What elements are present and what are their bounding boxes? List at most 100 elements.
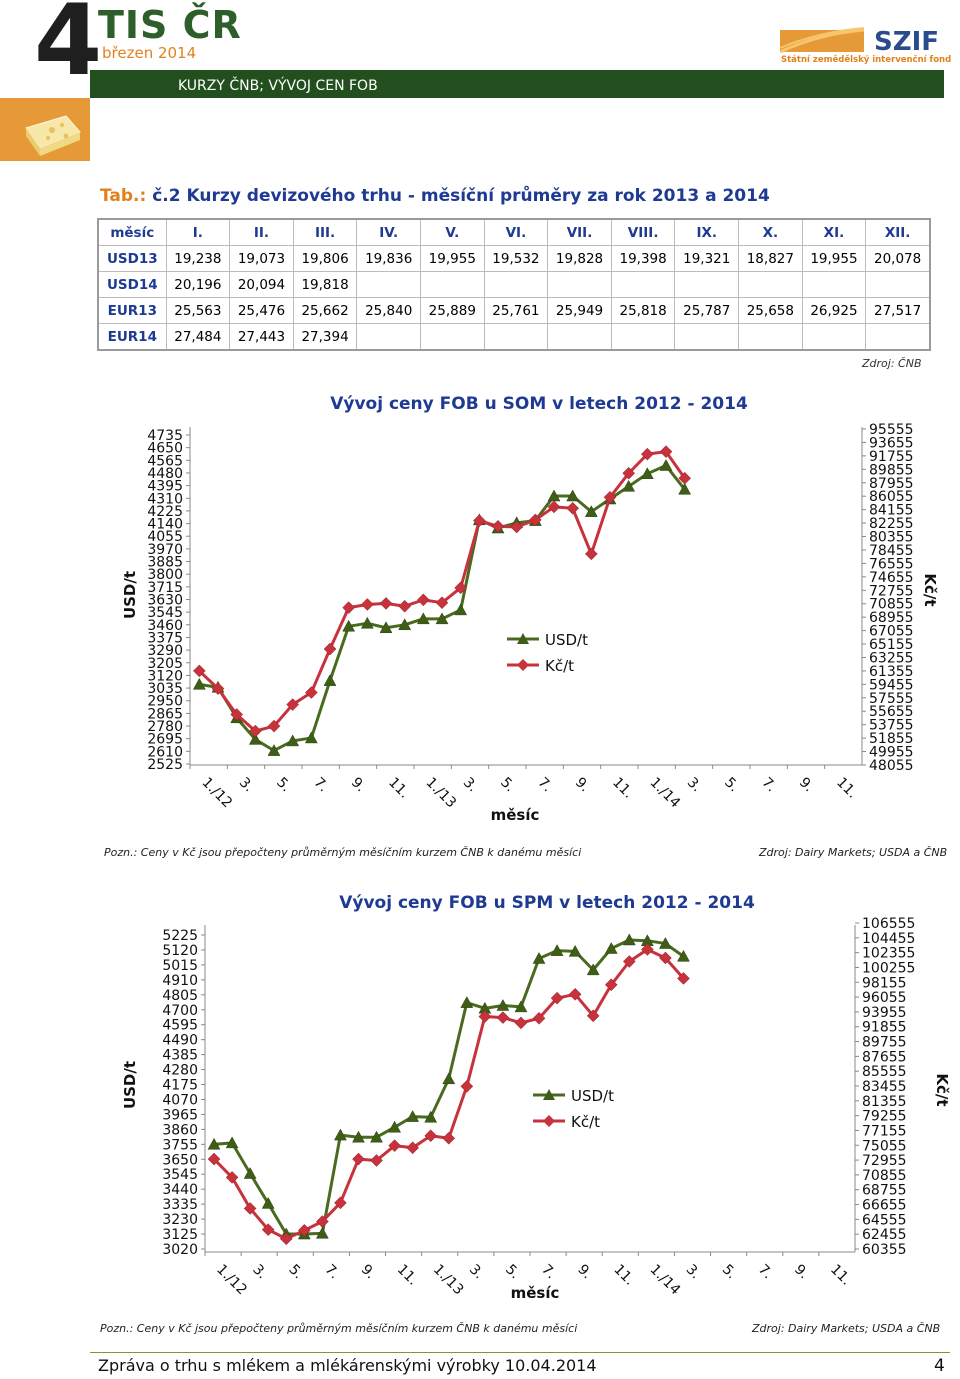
y2-axis-label: Kč/t [933, 1073, 951, 1106]
data-point [416, 612, 430, 625]
data-point [566, 489, 580, 502]
table-cell [738, 271, 803, 298]
table-cell: 20,094 [229, 271, 294, 298]
y2-tick-label: 89855 [869, 462, 914, 478]
y-tick-label: 3970 [147, 542, 183, 558]
x-tick-label: 9. [574, 1262, 595, 1283]
data-point [677, 949, 690, 962]
table-row: USD13 19,238 19,073 19,806 19,836 19,955 19,53… [97, 245, 931, 272]
y2-tick-label: 57555 [869, 691, 914, 707]
logo-title: TIS ČR [98, 3, 242, 47]
szif-text: SZIF [874, 27, 939, 57]
data-point [316, 1215, 329, 1228]
y2-tick-label: 85555 [862, 1064, 907, 1080]
y2-tick-label: 91855 [862, 1020, 907, 1036]
data-point [496, 998, 510, 1011]
y2-tick-label: 78455 [869, 543, 914, 559]
data-point [267, 744, 281, 756]
data-point [211, 682, 225, 695]
x-tick-label: 7. [311, 775, 332, 796]
y-tick-label: 4565 [147, 453, 183, 469]
data-point [586, 1009, 600, 1023]
table-header-row: měsíc I. II. III. IV. V. VI. VII. VIII. IX. X. XI. X… [97, 218, 931, 246]
chart-fob-spm: Vývoj ceny FOB u SPM v letech 2012 - 201… [121, 893, 951, 1302]
y2-tick-label: 84155 [869, 503, 914, 519]
table-cell [547, 271, 612, 298]
x-tick-label: 5. [273, 775, 294, 796]
y2-tick-label: 72755 [869, 583, 914, 599]
y2-tick-label: 62455 [862, 1227, 907, 1243]
legend-marker [517, 633, 529, 644]
data-point [568, 944, 582, 957]
y-tick-label: 3125 [162, 1227, 198, 1243]
y-tick-label: 2950 [147, 694, 183, 710]
y2-tick-label: 80355 [869, 530, 914, 546]
row-label: EUR14 [97, 323, 167, 351]
data-point [658, 937, 672, 949]
table-cell [483, 323, 549, 351]
x-tick-label: 5. [285, 1262, 306, 1283]
table-cell: 19,836 [356, 245, 421, 272]
cheese-image [0, 98, 90, 161]
table-cell: 25,787 [674, 297, 740, 324]
data-point [659, 951, 672, 965]
data-point [379, 597, 393, 610]
x-tick-label: 5. [719, 1262, 740, 1283]
y2-tick-label: 96055 [862, 990, 907, 1006]
y-tick-label: 4055 [147, 529, 183, 545]
table-row: EUR14 27,484 27,443 27,394 [97, 323, 931, 351]
col-header: X. [738, 218, 803, 246]
y-tick-label: 2695 [147, 732, 183, 748]
data-point [192, 664, 206, 678]
y-tick-label: 3715 [147, 580, 183, 596]
y2-tick-label: 75055 [862, 1138, 907, 1154]
section-title: KURZY ČNB; VÝVOJ CEN FOB [178, 78, 378, 94]
legend-label: Kč/t [545, 657, 574, 675]
data-point [207, 1137, 221, 1150]
table-cell [865, 323, 931, 351]
footer-divider [90, 1352, 950, 1353]
y-tick-label: 3860 [162, 1122, 198, 1138]
table-cell [547, 323, 612, 351]
chart-fob-som: Vývoj ceny FOB u SOM v letech 2012 - 201… [121, 394, 939, 824]
chart-title: Vývoj ceny FOB u SOM v letech 2012 - 201… [330, 394, 748, 414]
table-cell: 27,443 [229, 323, 294, 351]
data-point [379, 621, 393, 634]
legend-marker [543, 1115, 555, 1127]
table-cell [674, 271, 740, 298]
data-point [532, 951, 546, 964]
table-cell [801, 271, 867, 298]
col-header: II. [229, 218, 294, 246]
y2-tick-label: 89755 [862, 1035, 907, 1051]
footer-text: Zpráva o trhu s mlékem a mlékárenskými v… [98, 1356, 597, 1375]
col-header: III. [292, 218, 358, 246]
y-tick-label: 3965 [162, 1107, 198, 1123]
y2-tick-label: 102355 [862, 946, 915, 962]
table-cell: 25,476 [229, 297, 294, 324]
y-tick-label: 4070 [162, 1092, 198, 1108]
data-point [398, 618, 412, 631]
data-point [678, 482, 692, 495]
y2-tick-label: 55655 [869, 704, 914, 720]
data-point [454, 581, 468, 595]
data-point [435, 596, 449, 610]
table-cell: 20,196 [165, 271, 231, 298]
data-point [604, 978, 618, 992]
y-tick-label: 2610 [147, 744, 183, 760]
y2-tick-label: 70855 [869, 597, 914, 613]
table-cell [610, 323, 676, 351]
col-header: VII. [547, 218, 612, 246]
table-title: Tab.: č.2 Kurzy devizového trhu - měsíčn… [100, 188, 770, 205]
data-point [659, 458, 673, 471]
y2-tick-label: 72955 [862, 1153, 907, 1169]
col-header-month: měsíc [97, 218, 167, 246]
table-cell [356, 323, 421, 351]
table-cell: 18,827 [738, 245, 803, 272]
data-point [622, 479, 636, 492]
data-point [460, 1080, 474, 1093]
data-point [342, 619, 356, 632]
y2-tick-label: 70855 [862, 1168, 907, 1184]
data-point [478, 1010, 492, 1023]
data-point [659, 445, 673, 459]
data-point [586, 963, 600, 976]
